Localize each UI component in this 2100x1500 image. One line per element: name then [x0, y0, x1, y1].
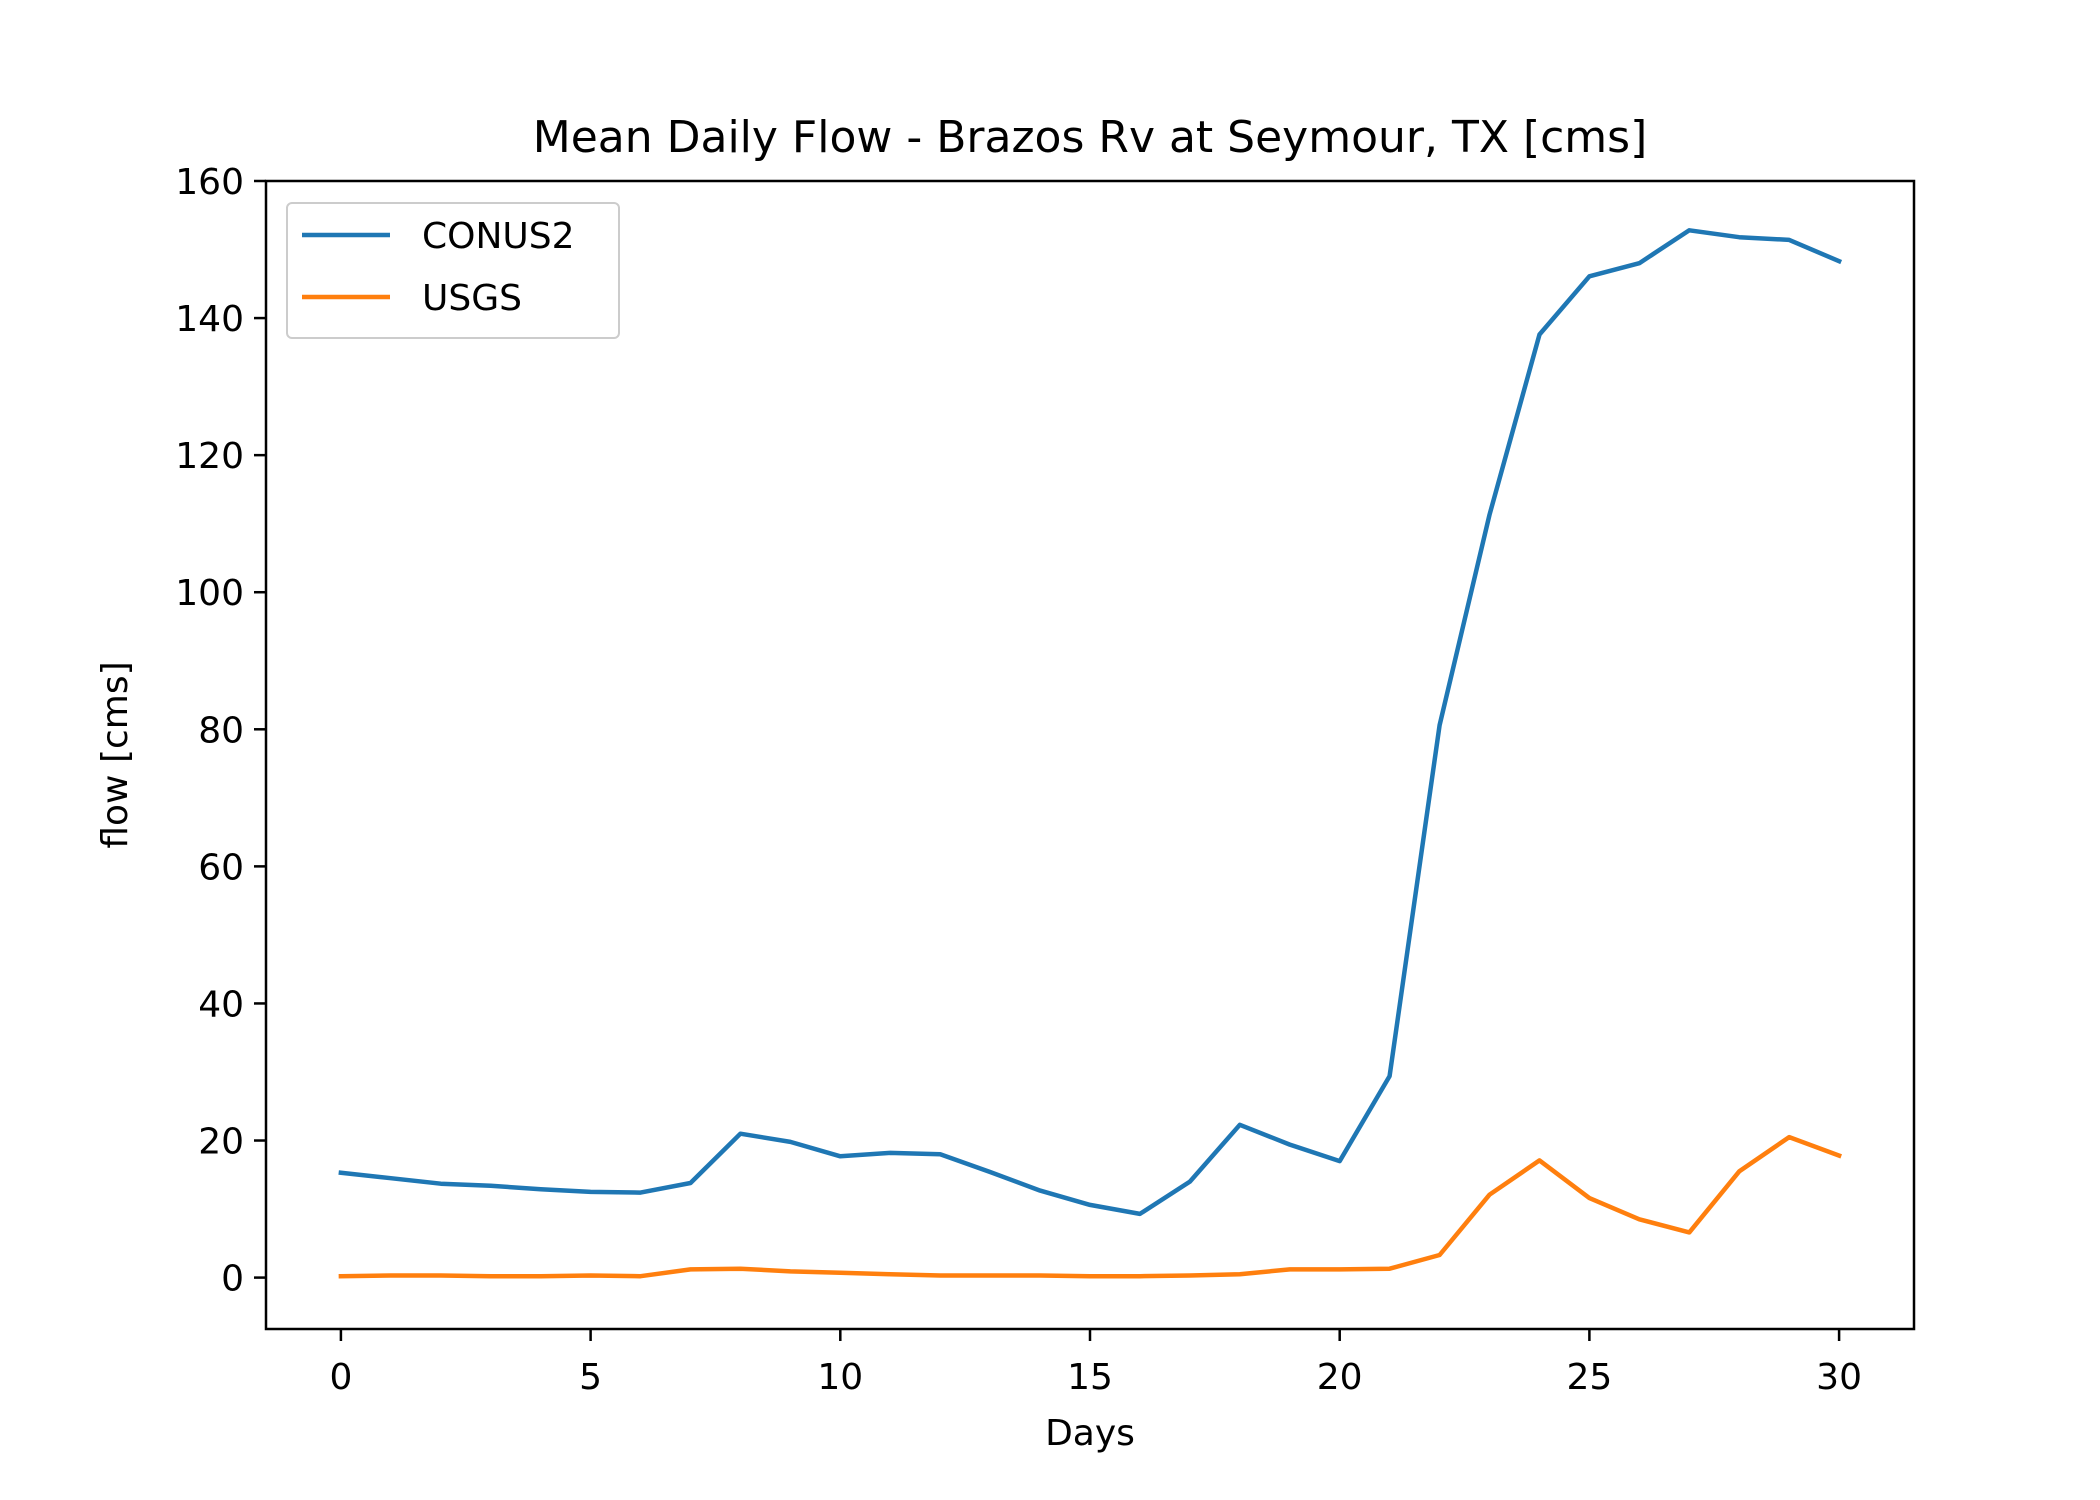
y-tick-label: 120: [175, 436, 244, 477]
y-tick-label: 80: [198, 710, 244, 751]
y-tick-label: 20: [198, 1122, 244, 1163]
y-tick-label: 40: [198, 984, 244, 1025]
x-tick-label: 15: [1067, 1357, 1113, 1398]
x-axis-label: Days: [1045, 1413, 1135, 1454]
x-tick-label: 5: [579, 1357, 602, 1398]
series-lines: [338, 228, 1843, 1279]
y-tick-label: 100: [175, 573, 244, 614]
y-tick-label: 140: [175, 299, 244, 340]
legend-label-conus2: CONUS2: [422, 216, 575, 257]
series-line-conus2: [338, 228, 1843, 1217]
x-tick-label: 30: [1816, 1357, 1862, 1398]
x-tick-label: 0: [329, 1357, 352, 1398]
y-tick-label: 60: [198, 847, 244, 888]
chart-title: Mean Daily Flow - Brazos Rv at Seymour, …: [533, 112, 1648, 163]
y-tick-label: 160: [175, 162, 244, 203]
legend: CONUS2 USGS: [286, 202, 620, 339]
x-axis: 0 5 10 15 20 25 30: [329, 1329, 1862, 1398]
series-line-usgs: [338, 1134, 1842, 1279]
x-tick-label: 10: [817, 1357, 863, 1398]
plot-area: 0 5 10 15 20 25 30 0 20 40 60 80 100 120 140 160: [175, 162, 1916, 1398]
y-tick-label: 0: [221, 1259, 244, 1300]
x-tick-label: 25: [1566, 1357, 1612, 1398]
x-tick-label: 20: [1317, 1357, 1363, 1398]
legend-label-usgs: USGS: [422, 278, 522, 319]
y-axis: 0 20 40 60 80 100 120 140 160: [175, 162, 266, 1300]
y-axis-label: flow [cms]: [95, 661, 136, 848]
